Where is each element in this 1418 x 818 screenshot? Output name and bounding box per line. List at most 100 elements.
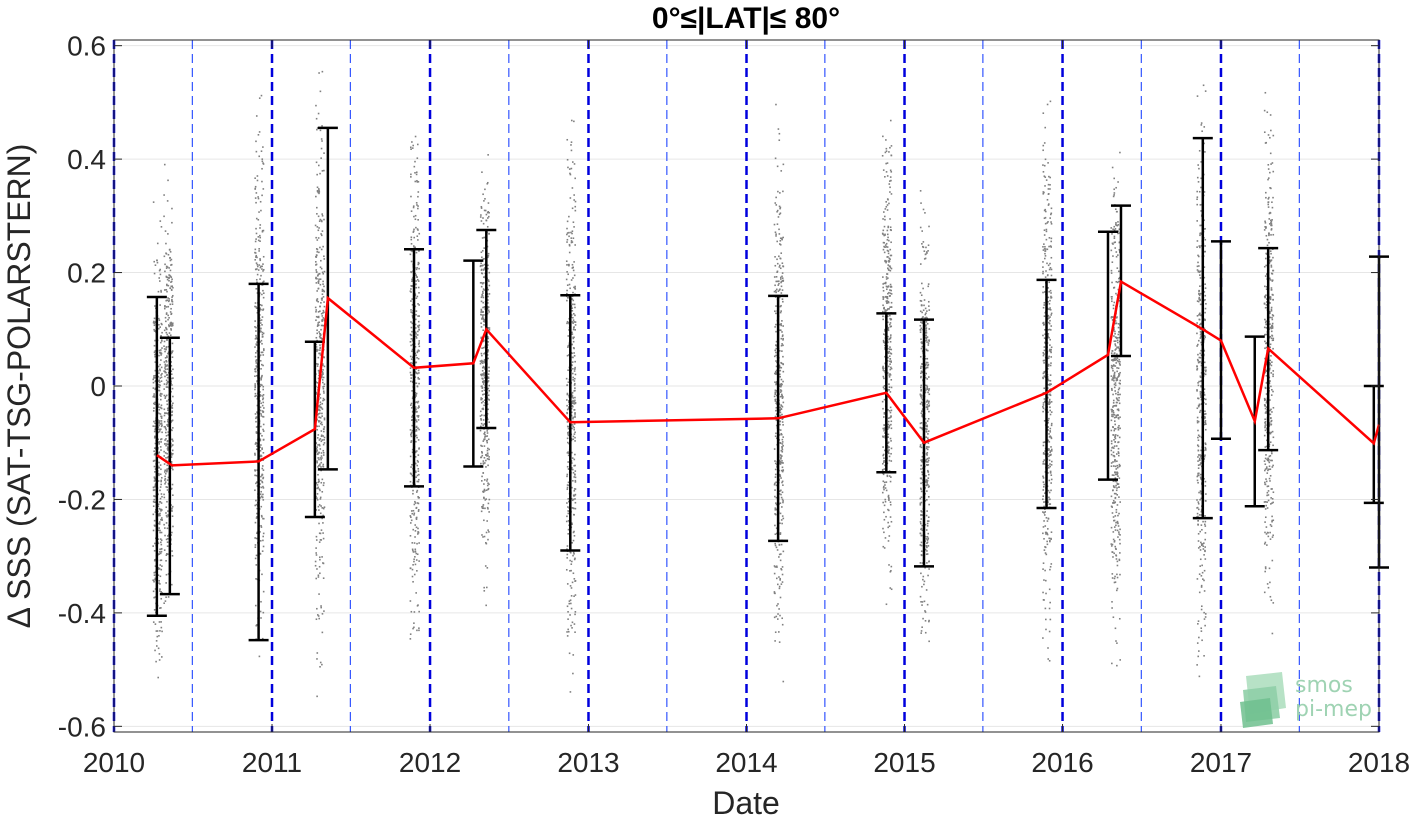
scatter-point [572, 399, 574, 402]
scatter-point [1115, 405, 1117, 407]
scatter-point [171, 467, 173, 469]
scatter-point [164, 482, 166, 485]
scatter-point [1049, 188, 1051, 190]
scatter-point [486, 430, 489, 432]
scatter-point [323, 610, 325, 612]
scatter-point [482, 264, 484, 267]
scatter-point [780, 324, 783, 327]
scatter-point [890, 361, 892, 363]
scatter-point [928, 309, 931, 311]
scatter-point [1118, 533, 1120, 535]
scatter-point [318, 532, 321, 535]
scatter-point [567, 369, 569, 372]
scatter-point [165, 554, 168, 556]
scatter-point [163, 388, 165, 390]
scatter-point [321, 478, 324, 481]
scatter-point [317, 413, 319, 416]
scatter-point [1116, 664, 1118, 667]
scatter-point [776, 271, 778, 274]
scatter-point [483, 339, 485, 342]
scatter-cluster [314, 70, 326, 698]
scatter-point [780, 457, 782, 460]
scatter-point [317, 434, 320, 436]
scatter-point [569, 559, 571, 562]
scatter-point [1112, 369, 1114, 372]
scatter-point [171, 278, 173, 281]
scatter-point [409, 340, 412, 343]
scatter-point [487, 202, 490, 204]
scatter-point [1114, 420, 1116, 422]
scatter-point [260, 490, 262, 493]
scatter-point [169, 311, 172, 313]
scatter-point [774, 489, 776, 491]
scatter-point [1117, 270, 1120, 273]
scatter-point [157, 553, 159, 556]
scatter-point [411, 298, 413, 300]
scatter-point [1046, 368, 1049, 370]
scatter-point [255, 481, 258, 483]
scatter-point [779, 323, 781, 326]
scatter-point [566, 488, 569, 491]
scatter-point [890, 154, 893, 157]
scatter-point [571, 402, 574, 405]
scatter-point [483, 483, 485, 485]
scatter-point [779, 533, 782, 535]
scatter-point [322, 381, 324, 384]
scatter-point [1050, 411, 1053, 413]
scatter-point [159, 413, 162, 415]
scatter-point [482, 318, 485, 321]
scatter-point [1050, 482, 1052, 484]
scatter-point [164, 452, 167, 454]
scatter-point [318, 593, 320, 595]
scatter-cluster [881, 119, 893, 606]
scatter-point [1043, 304, 1046, 306]
scatter-point [254, 251, 256, 254]
scatter-point [317, 576, 320, 578]
scatter-point [417, 461, 419, 463]
scatter-point [156, 630, 159, 632]
scatter-point [774, 468, 777, 471]
scatter-point [887, 449, 890, 452]
scatter-point [163, 602, 165, 604]
scatter-point [1042, 334, 1044, 337]
scatter-point [781, 581, 784, 583]
scatter-point [167, 409, 169, 412]
scatter-point [925, 246, 927, 249]
scatter-point [417, 400, 420, 403]
scatter-point [160, 417, 163, 419]
scatter-point [416, 157, 419, 159]
scatter-point [1043, 234, 1046, 236]
scatter-point [170, 534, 173, 536]
scatter-point [884, 175, 886, 178]
scatter-point [163, 493, 165, 496]
scatter-point [168, 298, 170, 300]
scatter-point [416, 415, 419, 417]
scatter-point [261, 351, 264, 354]
scatter-point [160, 415, 163, 418]
scatter-point [1110, 359, 1113, 361]
scatter-point [483, 257, 485, 260]
scatter-point [166, 545, 169, 547]
scatter-point [571, 321, 574, 323]
scatter-point [256, 411, 258, 413]
scatter-point [157, 538, 160, 540]
scatter-point [882, 283, 884, 285]
scatter-point [570, 407, 573, 410]
scatter-point [418, 342, 421, 344]
scatter-point [1049, 430, 1051, 432]
scatter-point [924, 535, 927, 538]
scatter-point [921, 370, 923, 373]
scatter-point [483, 431, 486, 434]
scatter-point [411, 512, 414, 515]
scatter-point [320, 539, 323, 541]
scatter-point [317, 486, 320, 489]
scatter-point [925, 384, 928, 387]
scatter-point [415, 335, 417, 338]
scatter-point [154, 321, 157, 323]
scatter-point [1118, 399, 1120, 402]
scatter-point [172, 525, 174, 528]
scatter-point [1112, 364, 1115, 366]
scatter-point [315, 393, 318, 395]
scatter-point [409, 567, 412, 569]
scatter-point [319, 129, 322, 132]
